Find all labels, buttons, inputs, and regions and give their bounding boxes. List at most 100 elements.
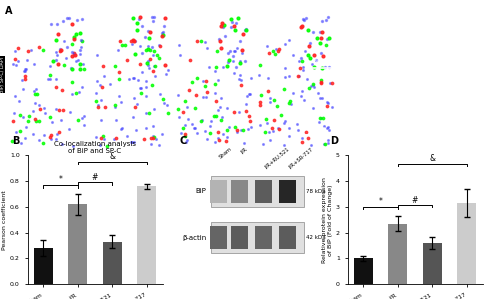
Point: [14, 45, 22, 50]
Point: [298, 23, 306, 28]
Point: [154, 143, 162, 147]
Point: [9, 62, 17, 67]
Point: [276, 126, 283, 131]
Point: [70, 35, 78, 39]
Point: [144, 110, 152, 115]
Point: [235, 77, 243, 81]
Point: [129, 76, 137, 80]
Point: [309, 81, 317, 86]
Point: [133, 102, 141, 106]
Point: [142, 126, 150, 131]
Point: [138, 69, 146, 74]
Point: [222, 34, 230, 39]
Point: [76, 66, 84, 71]
Point: [158, 132, 166, 137]
Point: [16, 112, 24, 117]
Point: [53, 22, 61, 26]
Point: [106, 82, 114, 86]
Point: [270, 51, 278, 56]
Point: [236, 73, 244, 78]
Point: [257, 92, 265, 97]
Point: [264, 43, 272, 48]
Title: Co-localization analysis
of BiP and SP-C: Co-localization analysis of BiP and SP-C: [54, 141, 136, 154]
Point: [143, 61, 151, 65]
Point: [12, 129, 20, 134]
Point: [132, 27, 140, 32]
Point: [176, 131, 184, 135]
Text: Sham: Sham: [39, 13, 58, 18]
Point: [298, 64, 306, 69]
Point: [76, 30, 84, 35]
Point: [134, 77, 142, 82]
Point: [262, 117, 270, 121]
Point: [114, 48, 122, 52]
Point: [70, 144, 78, 149]
Point: [160, 96, 168, 101]
Point: [216, 36, 224, 41]
Point: [234, 16, 242, 20]
Point: [256, 73, 264, 77]
Point: [218, 115, 226, 119]
Point: [320, 54, 328, 59]
Point: [162, 71, 170, 76]
Point: [140, 34, 148, 39]
Point: [228, 19, 236, 24]
Point: [224, 50, 232, 55]
Point: [52, 136, 60, 141]
Point: [303, 77, 311, 82]
Point: [52, 85, 60, 90]
Point: [224, 60, 232, 64]
Point: [280, 65, 288, 70]
Point: [46, 136, 54, 141]
Point: [212, 48, 220, 53]
Point: [75, 90, 83, 95]
Point: [222, 105, 230, 110]
Point: [98, 85, 106, 89]
Point: [326, 81, 334, 86]
Point: [325, 35, 333, 40]
Point: [54, 129, 62, 134]
Point: [68, 50, 76, 55]
Point: [123, 57, 131, 62]
Point: [312, 35, 320, 40]
Text: BiP/ SP-C/ DAPI: BiP/ SP-C/ DAPI: [0, 57, 5, 93]
Point: [98, 118, 106, 122]
Point: [196, 39, 204, 44]
Point: [211, 68, 219, 73]
Point: [57, 47, 65, 52]
Point: [32, 117, 40, 121]
Point: [146, 57, 154, 61]
Point: [131, 52, 139, 57]
Point: [244, 114, 252, 118]
Point: [214, 107, 222, 112]
Point: [178, 110, 186, 115]
Point: [193, 131, 201, 135]
Point: [97, 98, 105, 103]
Point: [318, 115, 326, 120]
Point: [58, 142, 66, 147]
Text: *: *: [58, 176, 62, 184]
Point: [70, 51, 78, 55]
Point: [150, 63, 158, 68]
Point: [30, 100, 38, 105]
Point: [286, 99, 294, 104]
Point: [306, 55, 314, 60]
Point: [318, 18, 326, 23]
Point: [317, 78, 325, 83]
Point: [192, 93, 200, 98]
Point: [11, 94, 19, 99]
Text: BiP: BiP: [196, 188, 206, 194]
Point: [72, 59, 80, 63]
Point: [264, 120, 272, 125]
Text: &: &: [430, 154, 436, 163]
Point: [24, 119, 32, 123]
Point: [138, 23, 146, 28]
Point: [223, 63, 231, 68]
Point: [100, 104, 108, 109]
Point: [238, 51, 246, 56]
Point: [202, 46, 210, 51]
Point: [30, 109, 38, 114]
Point: [324, 125, 332, 130]
Point: [53, 132, 61, 136]
Point: [234, 128, 241, 132]
